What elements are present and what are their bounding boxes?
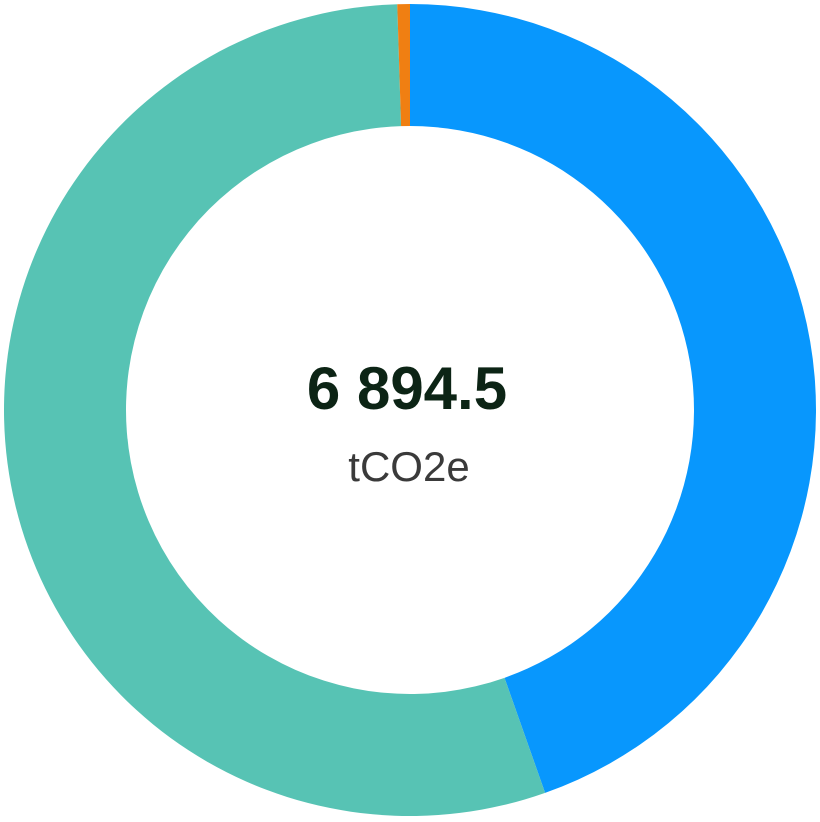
center-unit: tCO2e (348, 443, 469, 490)
donut (3, 4, 816, 817)
center-total: 6 894.5 (307, 355, 507, 422)
donut-segment (3, 4, 546, 817)
donut-segment (410, 4, 816, 793)
donut-segment (397, 4, 410, 127)
